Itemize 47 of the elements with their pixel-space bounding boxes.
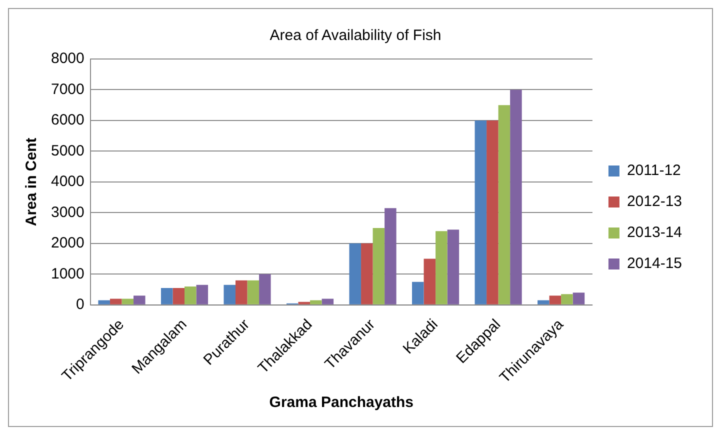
bar	[196, 284, 208, 304]
bar	[322, 298, 334, 304]
y-tick-label: 2000	[50, 234, 84, 252]
y-tick-label: 6000	[50, 112, 84, 129]
bar	[384, 208, 396, 304]
bar	[538, 300, 550, 304]
bar	[372, 228, 385, 304]
bar	[172, 288, 185, 304]
bar	[349, 243, 362, 304]
bar	[486, 120, 498, 304]
bar	[122, 298, 134, 304]
bar	[572, 292, 585, 304]
chart-title: Area of Availability of Fish	[270, 27, 442, 44]
legend-label: 2012-13	[626, 193, 682, 210]
y-tick-label: 4000	[50, 173, 84, 190]
bar	[510, 90, 522, 304]
y-tick-label: 1000	[50, 265, 84, 282]
bar	[412, 282, 424, 304]
legend-label: 2014-15	[626, 255, 682, 272]
bar	[561, 294, 573, 304]
bar	[361, 243, 373, 304]
bar	[298, 302, 310, 304]
bar	[424, 258, 436, 304]
bar	[498, 105, 510, 304]
bar	[447, 230, 460, 304]
y-axis-title: Area in Cent	[23, 138, 40, 226]
bar	[98, 300, 110, 304]
y-tick-label: 8000	[50, 50, 84, 68]
bar	[436, 231, 448, 304]
y-tick-label: 7000	[50, 80, 84, 98]
bar	[224, 284, 236, 304]
legend-label: 2013-14	[626, 224, 682, 242]
bar	[549, 296, 562, 304]
bar	[474, 120, 487, 304]
bar	[160, 288, 173, 304]
bar	[184, 286, 196, 304]
y-tick-label: 3000	[50, 204, 84, 221]
bar	[310, 300, 322, 304]
legend-label: 2011-12	[626, 162, 681, 180]
bar	[134, 296, 146, 304]
y-tick-label: 5000	[50, 142, 84, 160]
x-axis-title: Grama Panchayaths	[269, 394, 414, 412]
y-tick-label: 0	[76, 296, 84, 314]
bar	[259, 274, 271, 304]
bar	[110, 298, 122, 304]
bar	[247, 280, 260, 304]
bar	[236, 280, 248, 304]
